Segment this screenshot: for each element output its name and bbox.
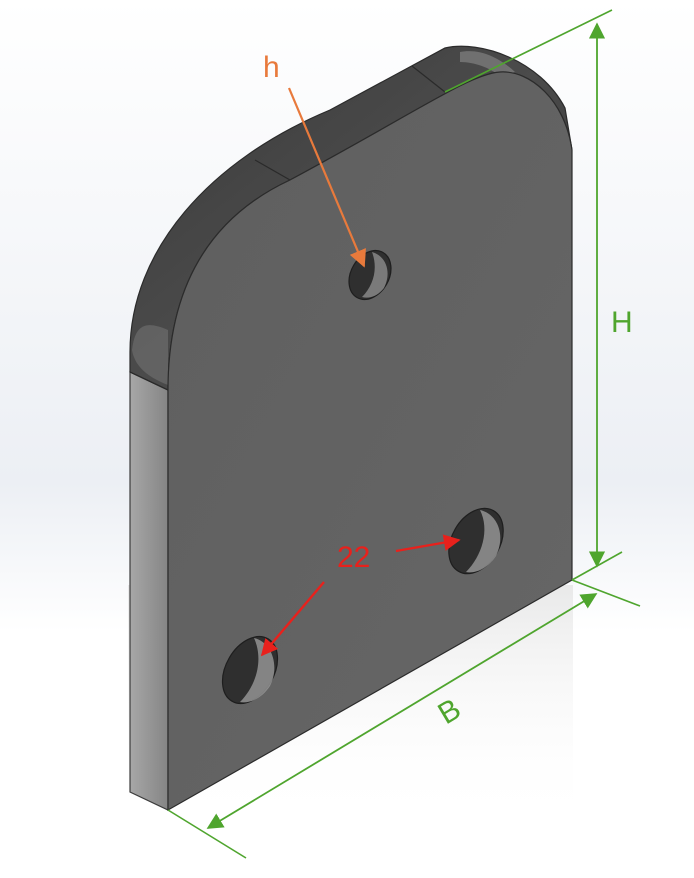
edge-highlight-left: [132, 325, 168, 385]
hole-bottom-right: [448, 507, 504, 575]
hole-top-callout: h: [263, 51, 366, 268]
plate-side-face: [129, 371, 169, 811]
hole-bottom-left-leader: [260, 581, 325, 657]
hole-bottom-callout: 22: [260, 534, 461, 657]
edge-seam-3: [411, 65, 446, 93]
height-label: H: [611, 306, 633, 339]
hole-bottom-right-leader: [395, 534, 461, 553]
height-extension-top: [444, 9, 613, 93]
width-dimension: B: [167, 579, 641, 859]
edge-seam-2: [254, 159, 291, 181]
width-dimension-line: [206, 593, 598, 829]
edge-highlight-right: [460, 51, 515, 76]
height-dimension: H: [444, 9, 633, 581]
hole-bottom-label: 22: [337, 541, 370, 574]
hole-top-label: h: [263, 51, 280, 84]
edge-seam-1: [129, 371, 169, 391]
hole-top-leader: [287, 87, 366, 268]
width-extension-left: [167, 809, 247, 859]
width-extension-right: [571, 579, 641, 607]
